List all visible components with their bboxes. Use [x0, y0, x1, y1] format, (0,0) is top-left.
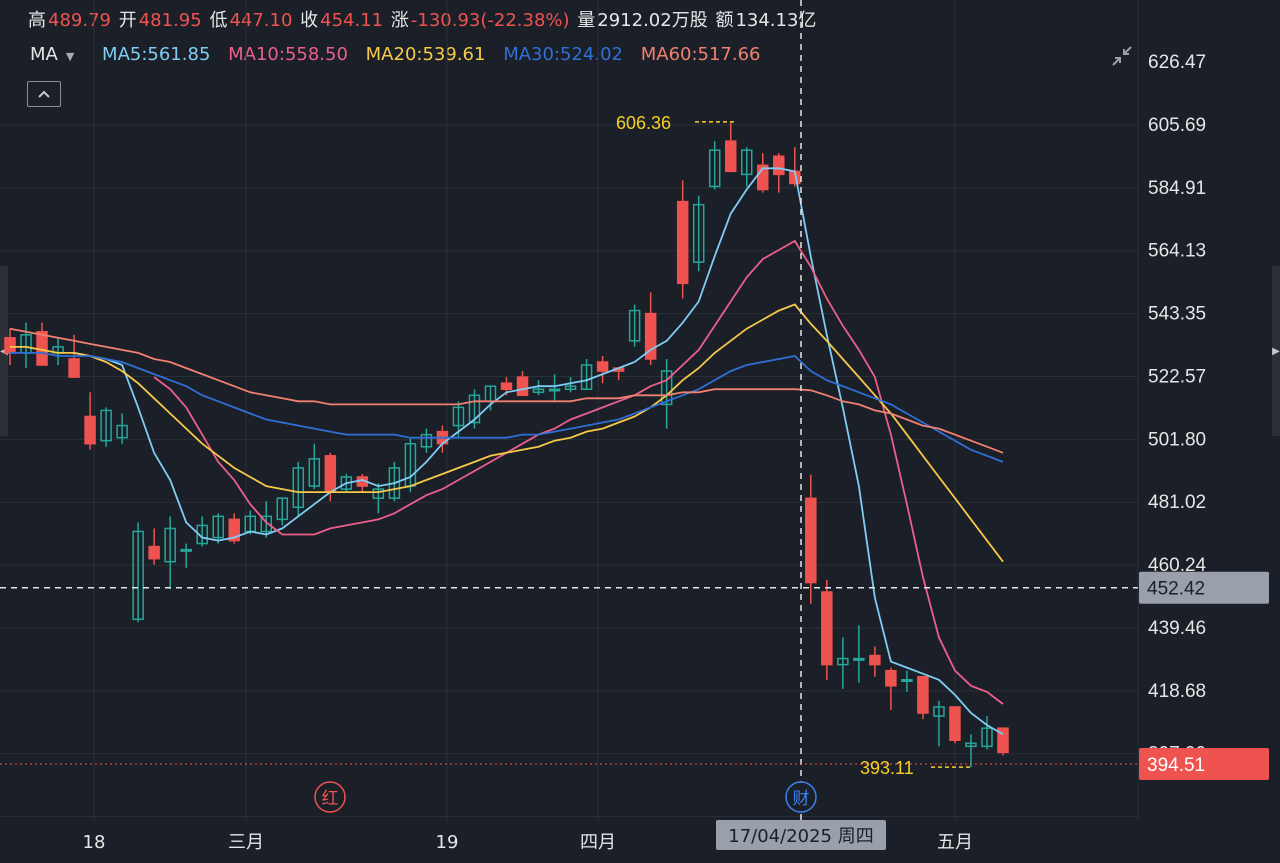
x-tick-label: 五月 — [937, 832, 973, 853]
candle — [21, 323, 31, 368]
candle-body — [149, 547, 159, 559]
candle-body — [598, 362, 608, 371]
candle — [37, 323, 47, 365]
candle — [421, 429, 431, 453]
event-marker-label: 红 — [322, 789, 339, 809]
candle — [165, 516, 175, 589]
candle — [197, 516, 207, 546]
candle — [982, 716, 992, 749]
ma-line-ma30 — [10, 353, 1003, 462]
crosshair-price-label: 452.42 — [1147, 579, 1205, 600]
y-tick-label: 543.35 — [1148, 304, 1206, 325]
y-tick-label: 418.68 — [1148, 681, 1206, 702]
y-tick-label: 626.47 — [1148, 52, 1206, 73]
x-tick-label: 四月 — [580, 832, 616, 853]
candle-body — [325, 456, 335, 492]
candle — [870, 646, 880, 676]
high-marker-label: 606.36 — [616, 113, 671, 133]
crosshair-date-label: 17/04/2025 周四 — [728, 826, 873, 847]
candle — [181, 544, 191, 568]
candle-body — [550, 389, 560, 391]
candle-body — [950, 707, 960, 740]
candle — [582, 359, 592, 389]
candle-body — [726, 141, 736, 171]
overlay: 452.42 17/04/2025 周四 394.51 606.36 393.11 红 财 — [0, 0, 1269, 850]
candle — [710, 141, 720, 189]
candle — [742, 147, 752, 186]
candles — [5, 123, 1008, 767]
candle — [950, 707, 960, 743]
candle — [293, 462, 303, 516]
candle-body — [886, 671, 896, 686]
ma-lines — [10, 168, 1003, 734]
candle — [133, 522, 143, 622]
event-marker-label: 财 — [793, 789, 810, 809]
candle — [902, 671, 912, 692]
candle — [646, 292, 656, 365]
candle — [854, 625, 864, 682]
y-tick-label: 522.57 — [1148, 366, 1206, 387]
candle-body — [854, 659, 864, 661]
candle — [966, 734, 976, 767]
candle — [598, 356, 608, 383]
candle-body — [918, 677, 928, 713]
candle-body — [85, 416, 95, 443]
y-tick-label: 481.02 — [1148, 492, 1206, 513]
y-tick-label: 564.13 — [1148, 241, 1206, 262]
candle-body — [902, 680, 912, 682]
candle-body — [5, 338, 15, 353]
candle-body — [518, 377, 528, 395]
candle-body — [678, 202, 688, 284]
candle-body — [69, 359, 79, 377]
candle — [630, 305, 640, 347]
x-tick-label: 18 — [83, 832, 106, 853]
candle — [918, 677, 928, 719]
grid — [0, 0, 1138, 820]
candle — [774, 153, 784, 192]
low-marker-label: 393.11 — [860, 758, 914, 778]
candle — [550, 374, 560, 401]
candle — [886, 668, 896, 710]
y-tick-label: 605.69 — [1148, 115, 1206, 136]
candle — [149, 528, 159, 564]
candle — [309, 444, 319, 489]
candle — [518, 371, 528, 395]
candle — [726, 123, 736, 171]
x-tick-label: 19 — [436, 832, 459, 853]
candle-body — [806, 498, 816, 582]
candle-body — [870, 656, 880, 665]
ma-line-ma10 — [154, 241, 1003, 704]
candle — [806, 475, 816, 604]
candle — [678, 180, 688, 298]
candle-body — [181, 550, 191, 552]
y-tick-label: 584.91 — [1148, 178, 1206, 199]
last-price-label: 394.51 — [1147, 755, 1205, 776]
candle — [822, 580, 832, 680]
candle — [357, 474, 367, 492]
candle — [934, 701, 944, 746]
y-tick-label: 439.46 — [1148, 618, 1206, 639]
y-tick-label: 501.80 — [1148, 429, 1206, 450]
candle-body — [822, 592, 832, 665]
candle-body — [774, 156, 784, 174]
x-tick-label: 三月 — [228, 832, 264, 853]
candle — [101, 407, 111, 446]
candle-body — [502, 383, 512, 389]
y-axis: 626.47 605.69 584.91 564.13 543.35 522.57 501.… — [1148, 52, 1207, 765]
candle — [790, 147, 800, 186]
candle — [694, 196, 704, 272]
candle — [838, 637, 848, 688]
candle — [373, 483, 383, 513]
